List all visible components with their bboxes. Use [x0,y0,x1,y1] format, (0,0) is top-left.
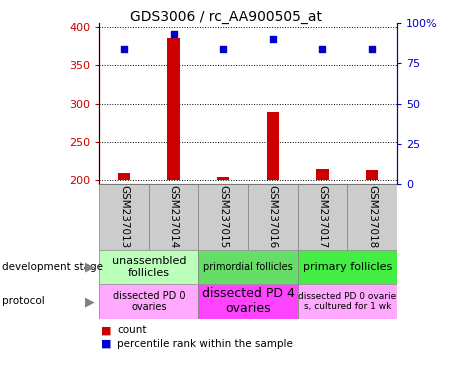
Bar [248,184,298,250]
Bar [198,184,248,250]
Point [269,36,276,42]
Text: primordial follicles: primordial follicles [203,262,293,272]
Text: dissected PD 4
ovaries: dissected PD 4 ovaries [202,288,295,315]
Bar [99,250,198,284]
Text: development stage: development stage [2,262,103,272]
Bar [99,284,198,319]
Bar [149,184,198,250]
Bar [118,173,130,180]
Text: primary follicles: primary follicles [303,262,392,272]
Point [220,46,227,52]
Text: GSM237014: GSM237014 [169,185,179,248]
Bar [366,170,378,180]
Bar [167,38,180,180]
Bar [217,177,230,180]
Bar [198,250,298,284]
Point [319,46,326,52]
Text: ■: ■ [101,339,112,349]
Text: percentile rank within the sample: percentile rank within the sample [117,339,293,349]
Point [368,46,376,52]
Text: ▶: ▶ [85,260,95,273]
Text: dissected PD 0
ovaries: dissected PD 0 ovaries [113,291,185,312]
Bar [298,250,397,284]
Text: count: count [117,325,147,335]
Bar [347,184,397,250]
Text: ■: ■ [101,325,112,335]
Text: GSM237015: GSM237015 [218,185,228,248]
Text: GSM237018: GSM237018 [367,185,377,248]
Bar [267,112,279,180]
Bar [298,284,397,319]
Text: ▶: ▶ [85,295,95,308]
Text: GDS3006 / rc_AA900505_at: GDS3006 / rc_AA900505_at [129,10,322,23]
Point [120,46,128,52]
Text: GSM237016: GSM237016 [268,185,278,248]
Text: protocol: protocol [2,296,45,306]
Bar [298,184,347,250]
Point [170,31,177,37]
Text: GSM237013: GSM237013 [119,185,129,248]
Bar [198,284,298,319]
Bar [316,169,329,180]
Text: dissected PD 0 ovarie
s, cultured for 1 wk: dissected PD 0 ovarie s, cultured for 1 … [298,292,396,311]
Bar [99,184,149,250]
Text: unassembled
follicles: unassembled follicles [111,256,186,278]
Text: GSM237017: GSM237017 [318,185,327,248]
